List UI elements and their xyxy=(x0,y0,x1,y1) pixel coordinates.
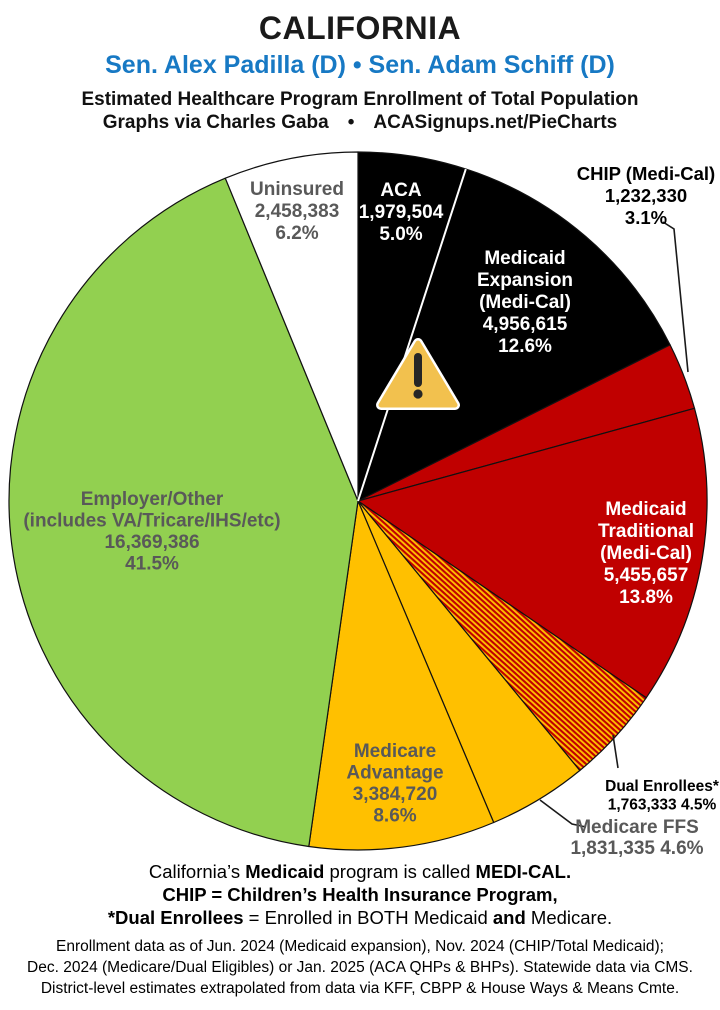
pie-chart: ACA 1,979,504 5.0% Medicaid Expansion (Medi-C… xyxy=(8,151,720,859)
chip-leader-line xyxy=(662,221,689,373)
slice-label-medicaid_traditional: Medicaid Traditional (Medi-Cal) 5,455,657 13… xyxy=(598,499,694,608)
source-note-line1: Enrollment data as of Jun. 2024 (Medicai… xyxy=(56,938,664,955)
source-note-line2: Dec. 2024 (Medicare/Dual Eligibles) or J… xyxy=(27,959,693,976)
medicare-ffs-leader-line xyxy=(539,799,587,828)
pie-slice-employer xyxy=(8,177,359,848)
medicaid-note-line1: California’s Medicaid program is called … xyxy=(148,861,572,882)
source-note-line3: District-level estimates extrapolated fr… xyxy=(40,980,680,997)
medicaid-note: California’s Medicaid program is called … xyxy=(0,860,720,929)
pie-slice-uninsured xyxy=(224,151,359,502)
slice-label-medicare_ffs: Medicare FFS 1,831,335 4.6% xyxy=(570,817,703,859)
senators-line: Sen. Alex Padilla (D) • Sen. Adam Schiff… xyxy=(105,51,615,79)
slice-label-chip: CHIP (Medi-Cal) 1,232,330 3.1% xyxy=(577,163,715,228)
slice-label-employer: Employer/Other (includes VA/Tricare/IHS/e… xyxy=(23,489,280,575)
medicaid-note-line3: *Dual Enrollees = Enrolled in BOTH Medic… xyxy=(107,907,613,928)
pie-slice-medicaid_expansion xyxy=(357,168,671,502)
source-note: Enrollment data as of Jun. 2024 (Medicai… xyxy=(0,936,720,999)
page-title: CALIFORNIA xyxy=(258,10,462,46)
pie-slices xyxy=(8,151,708,851)
medicaid-note-line2: CHIP = Children’s Health Insurance Progr… xyxy=(162,884,558,905)
slice-label-aca: ACA 1,979,504 5.0% xyxy=(359,180,444,245)
slice-label-dual: Dual Enrollees* 1,763,333 4.5% xyxy=(605,778,720,814)
warning-icon xyxy=(376,338,460,410)
credit-line: Graphs via Charles Gaba • ACASignups.net… xyxy=(102,112,618,133)
chart-subtitle: Estimated Healthcare Program Enrollment … xyxy=(81,89,639,110)
pie-slice-medicare_advantage xyxy=(308,500,495,851)
pie-slice-medicaid_traditional xyxy=(357,407,708,699)
aca-expansion-divider xyxy=(357,168,467,502)
slice-label-medicaid_expansion: Medicaid Expansion (Medi-Cal) 4,956,615 12.6… xyxy=(477,248,573,357)
pie-labels: ACA 1,979,504 5.0% Medicaid Expansion (Medi-C… xyxy=(23,163,719,859)
slice-label-medicare_advantage: Medicare Advantage 3,384,720 8.6% xyxy=(346,741,443,827)
slice-label-uninsured: Uninsured 2,458,383 6.2% xyxy=(250,179,344,244)
dual-leader-line xyxy=(612,734,619,769)
pie-overlay xyxy=(357,168,689,828)
